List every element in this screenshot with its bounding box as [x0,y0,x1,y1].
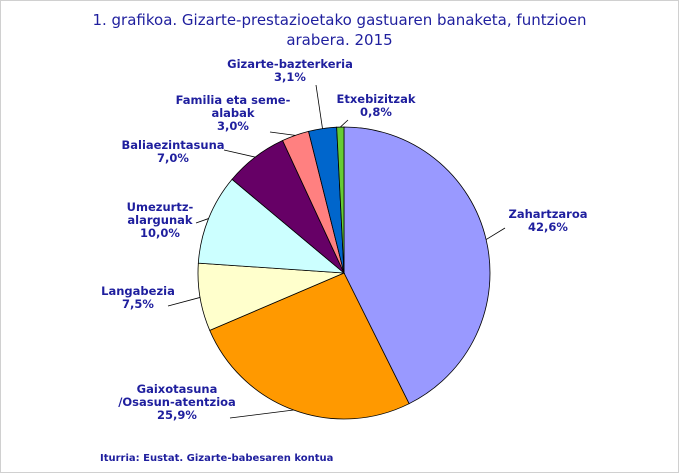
slice-label-5: alabak [211,106,254,120]
slice-value-2: 7,5% [122,297,154,311]
leader-line-2 [167,297,201,307]
pie-slice-3 [197,178,346,274]
slice-label-7: Etxebizitzak [337,92,416,106]
slice-label-6: Gizarte-bazterkeria [227,57,353,71]
chart-title-line-2: arabera. 2015 [286,31,393,49]
slice-value-5: 3,0% [217,119,249,133]
slice-value-6: 3,1% [274,70,306,84]
slice-label-0: Zahartzaroa [508,207,587,221]
slice-label-1: /Osasun-atentzioa [118,395,236,409]
leader-line-4 [223,149,256,158]
chart-title: 1. grafikoa. Gizarte-prestazioetako gast… [0,10,679,50]
pie-slice-7 [336,126,345,274]
pie-slices [197,126,491,420]
slice-value-3: 10,0% [140,226,180,240]
leader-line-6 [315,84,323,129]
slice-value-0: 42,6% [528,220,568,234]
slice-label-5: Familia eta seme- [176,93,291,107]
slice-value-4: 7,0% [157,151,189,165]
source-note: Iturria: Eustat. Gizarte-babesaren kontu… [100,453,334,464]
pie-slice-0 [343,126,491,405]
slice-label-3: Umezurtz- [127,200,194,214]
leader-line-7 [340,119,349,128]
slice-value-1: 25,9% [157,408,197,422]
leader-line-1 [229,409,294,419]
slice-label-2: Langabezia [101,284,175,298]
slice-label-4: Baliaezintasuna [121,138,224,152]
leader-line-5 [269,131,296,136]
leader-line-3 [195,218,209,224]
slice-label-3: alargunak [127,213,193,227]
slice-value-7: 0,8% [360,105,392,119]
leader-lines [167,84,506,419]
slice-label-1: Gaixotasuna [137,382,218,396]
chart-title-line-1: 1. grafikoa. Gizarte-prestazioetako gast… [92,11,587,29]
leader-line-0 [485,227,506,240]
